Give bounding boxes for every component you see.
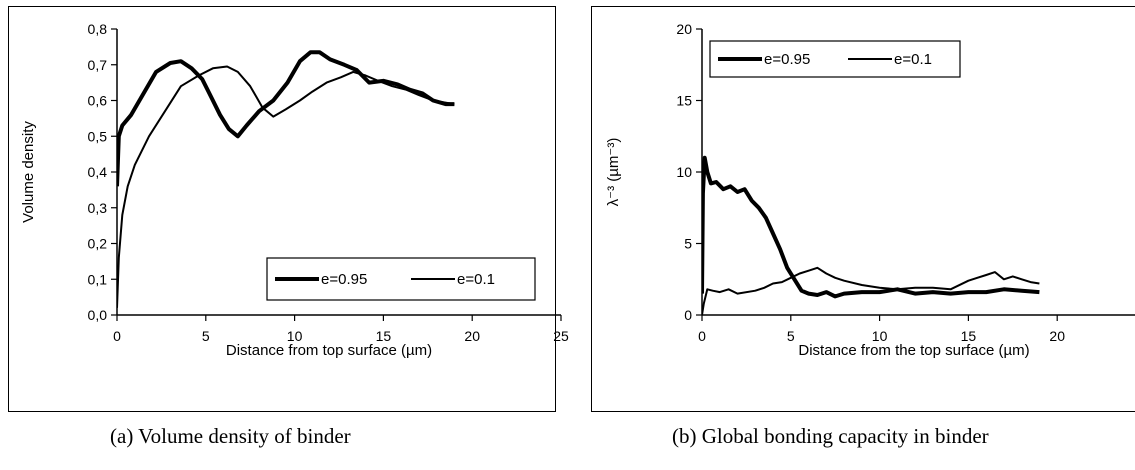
x-tick-label: 10 [287,328,303,344]
y-tick-label: 0,7 [88,57,108,73]
y-tick-label: 0,1 [88,271,108,287]
legend-label: e=0.1 [457,271,495,288]
chart-b-series-e01-line [702,266,1040,315]
chart-b-svg: 051015200510152025Distance from the top … [605,21,1135,359]
legend-label: e=0.95 [321,271,367,288]
chart-b-frame: 051015200510152025Distance from the top … [591,6,1135,412]
x-tick-label: 10 [872,328,888,344]
caption-a: (a) Volume density of binder [110,424,351,448]
y-tick-label: 10 [676,164,692,180]
y-tick-label: 15 [676,93,692,109]
chart-a-svg: 0,0 0,1 0,2 0,3 0,4 0,5 0,6 0,7 0,8 0 5 10 15 20 25 Dis… [20,21,569,359]
chart-a-x-axis-label: Distance from top surface (µm) [226,342,432,359]
x-tick-label: 15 [961,328,977,344]
x-tick-label: 20 [1049,328,1065,344]
x-tick-label: 5 [787,328,795,344]
legend-label: e=0.1 [894,51,932,68]
y-tick-label: 0,3 [88,200,108,216]
x-tick-label: 0 [113,328,121,344]
y-tick-label: 0,5 [88,128,108,144]
x-tick-label: 25 [553,328,569,344]
chart-a-y-axis-label: Volume density [20,121,37,223]
chart-b-x-axis-label: Distance from the top surface (µm) [798,342,1029,359]
y-tick-label: 0,4 [88,164,108,180]
y-tick-label: 20 [676,21,692,37]
chart-b-y-axis-label: λ⁻³ (µm⁻³) [605,138,622,207]
y-tick-label: 0,6 [88,93,108,109]
legend-label: e=0.95 [764,51,810,68]
x-tick-label: 0 [698,328,706,344]
y-tick-label: 0,8 [88,21,108,37]
chart-a-series-e095-line [117,50,455,187]
chart-a-frame: 0,0 0,1 0,2 0,3 0,4 0,5 0,6 0,7 0,8 0 5 10 15 20 25 Dis… [8,6,569,412]
y-tick-label: 0,0 [88,307,108,323]
chart-a-series-e01-line [117,65,455,308]
y-tick-label: 0,2 [88,236,108,252]
x-tick-label: 5 [202,328,210,344]
y-tick-label: 5 [684,236,692,252]
chart-b-series-e095-line [702,155,1040,299]
caption-b: (b) Global bonding capacity in binder [672,424,989,448]
x-tick-label: 20 [464,328,480,344]
x-tick-label: 15 [376,328,392,344]
y-tick-label: 0 [684,307,692,323]
